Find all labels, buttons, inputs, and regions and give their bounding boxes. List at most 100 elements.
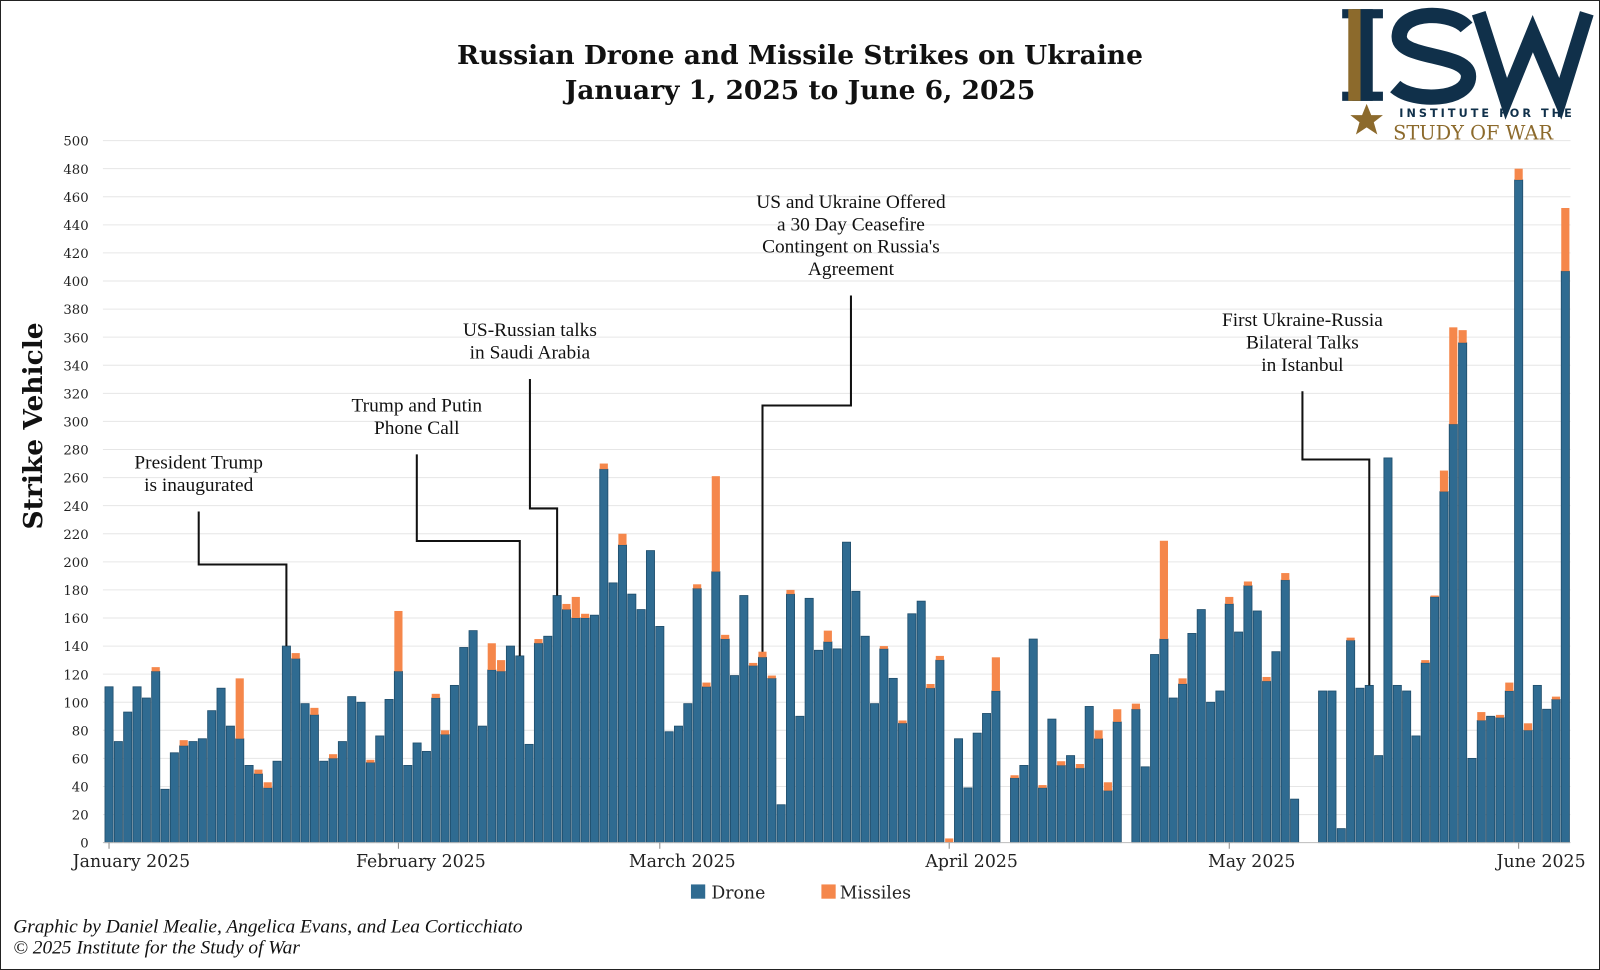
bar-drone	[1420, 662, 1430, 844]
annotation-leader-line	[197, 511, 288, 647]
legend-swatch-missiles	[821, 884, 836, 899]
logo-line-2: STUDY OF WAR	[1393, 122, 1554, 145]
bar-drone	[982, 713, 992, 844]
bar-missiles	[1430, 595, 1439, 597]
y-tick-label: 20	[72, 809, 89, 824]
bar-missiles	[898, 720, 907, 724]
y-tick-label: 120	[63, 668, 88, 683]
bar-drone	[216, 687, 226, 844]
bar-drone	[1411, 735, 1421, 844]
bar-drone	[645, 550, 655, 844]
bar-drone	[197, 738, 207, 844]
bar-missiles	[179, 740, 188, 746]
bar-missiles	[879, 646, 888, 649]
annotation-text: a 30 Day Ceasefire	[777, 214, 925, 235]
bar-missiles	[1057, 761, 1066, 766]
bar-drone	[1150, 654, 1160, 844]
bar-drone	[935, 659, 945, 844]
bar-drone	[636, 609, 646, 844]
bar-drone	[991, 690, 1001, 844]
annotation-text: Phone Call	[374, 418, 460, 439]
logo-i-gold-bar	[1348, 9, 1361, 101]
bar-drone	[263, 787, 273, 844]
chart-title-line-1: Russian Drone and Missile Strikes on Ukr…	[457, 40, 1143, 71]
x-tick-label: January 2025	[71, 852, 191, 872]
bar-drone	[160, 788, 170, 844]
bar-missiles	[1514, 168, 1523, 180]
bar-drone	[972, 732, 982, 844]
y-axis-label: Strike Vehicle	[18, 322, 49, 529]
bar-drone	[1504, 690, 1514, 844]
y-tick-label: 280	[63, 444, 88, 459]
x-axis: January 2025 February 2025 March 2025 April…	[71, 842, 1586, 872]
y-tick-label: 300	[63, 416, 88, 431]
bar-drone	[823, 641, 833, 844]
bar-missiles	[1094, 730, 1103, 739]
bar-drone	[1252, 610, 1262, 844]
annotation-leader-line	[761, 295, 852, 652]
bar-missiles	[758, 651, 767, 658]
bar-drone	[608, 582, 618, 844]
bar-drone	[515, 655, 525, 844]
y-tick-label: 100	[63, 696, 88, 711]
bar-drone	[1084, 706, 1094, 844]
bars	[104, 168, 1570, 844]
bar-drone	[403, 765, 413, 844]
bar-missiles	[1075, 764, 1084, 769]
bar-drone	[786, 593, 795, 844]
bar-drone	[496, 670, 506, 844]
bar-missiles	[497, 660, 506, 672]
bar-drone	[1178, 683, 1188, 844]
bar-drone	[1094, 738, 1104, 844]
bar-drone	[225, 725, 235, 844]
bar-missiles	[1551, 696, 1561, 700]
bar-drone	[1066, 755, 1076, 844]
bar-drone	[720, 638, 730, 844]
bar-drone	[272, 760, 282, 844]
bar-missiles	[1477, 712, 1486, 721]
bar-drone	[580, 617, 590, 844]
y-tick-label: 440	[63, 219, 88, 234]
bar-missiles	[571, 596, 580, 618]
bar-missiles	[711, 476, 720, 572]
bar-drone	[1047, 718, 1057, 844]
annotation-text: in Istanbul	[1261, 355, 1343, 376]
bar-drone	[421, 750, 431, 844]
logo-letters-graphic	[1342, 7, 1594, 120]
bar-drone	[758, 656, 767, 844]
y-tick-label: 460	[63, 191, 88, 206]
bar-drone	[281, 645, 291, 844]
bar-missiles	[721, 634, 730, 640]
bar-missiles	[1561, 207, 1570, 272]
bar-drone	[571, 617, 581, 844]
bar-drone	[319, 760, 329, 844]
bar-missiles	[1103, 782, 1112, 791]
bar-drone	[1187, 633, 1197, 844]
y-tick-label: 340	[63, 359, 88, 374]
bar-drone	[739, 595, 749, 844]
bar-missiles	[1178, 678, 1187, 684]
bar-drone	[907, 613, 917, 844]
bar-drone	[963, 787, 973, 844]
bar-missiles	[562, 603, 571, 610]
bar-drone	[589, 614, 599, 844]
y-tick-label: 60	[72, 752, 89, 767]
bar-drone	[842, 541, 851, 844]
bar-drone	[1514, 179, 1524, 844]
bar-drone	[468, 630, 478, 844]
y-tick-label: 380	[63, 303, 88, 318]
y-tick-label: 360	[63, 331, 88, 346]
bar-missiles	[926, 683, 935, 689]
bar-missiles	[291, 653, 300, 659]
bar-drone	[702, 686, 711, 844]
bar-drone	[365, 762, 375, 844]
bar-drone	[1439, 491, 1449, 844]
bar-missiles	[1421, 660, 1430, 663]
bar-drone	[1355, 687, 1365, 844]
x-tick-label: May 2025	[1208, 852, 1295, 872]
x-tick-label: February 2025	[356, 852, 486, 872]
bar-drone	[1495, 717, 1505, 844]
bar-missiles	[1523, 723, 1533, 731]
bar-drone	[1458, 342, 1468, 844]
